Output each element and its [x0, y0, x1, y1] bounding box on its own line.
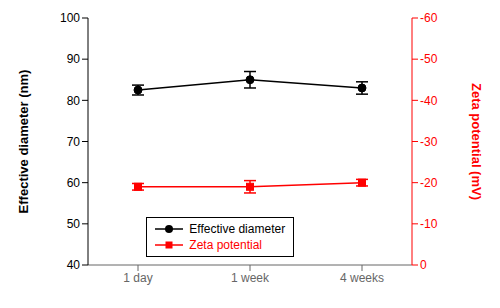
svg-text:1 week: 1 week [231, 271, 270, 285]
svg-text:Zeta potential (mV): Zeta potential (mV) [469, 83, 484, 200]
svg-text:70: 70 [67, 135, 81, 149]
svg-text:100: 100 [60, 11, 80, 25]
html-text:Zeta potential: Zeta potential [189, 238, 262, 252]
svg-text:-20: -20 [420, 176, 438, 190]
svg-text:-30: -30 [420, 135, 438, 149]
svg-text:50: 50 [67, 217, 81, 231]
html-text:Effective diameter: Effective diameter [189, 222, 286, 236]
svg-text:80: 80 [67, 94, 81, 108]
svg-text:-60: -60 [420, 11, 438, 25]
svg-text:-10: -10 [420, 217, 438, 231]
svg-text:Effective diameter (nm): Effective diameter (nm) [16, 70, 31, 214]
svg-text:4 weeks: 4 weeks [340, 271, 384, 285]
svg-text:40: 40 [67, 258, 81, 272]
svg-text:60: 60 [67, 176, 81, 190]
svg-text:-50: -50 [420, 52, 438, 66]
svg-text:1 day: 1 day [123, 271, 152, 285]
svg-text:90: 90 [67, 52, 81, 66]
svg-text:-40: -40 [420, 94, 438, 108]
svg-text:0: 0 [420, 258, 427, 272]
